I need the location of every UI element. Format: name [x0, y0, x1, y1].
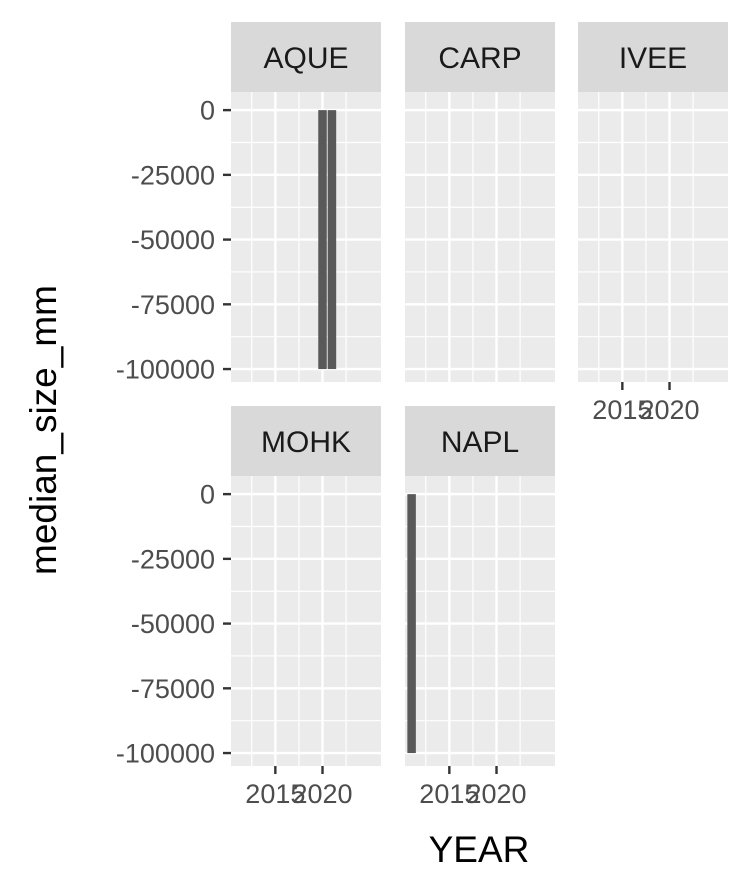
- bar-2021: [327, 110, 337, 370]
- y-tick-label: -100000: [116, 739, 215, 769]
- panel-background: [405, 92, 555, 382]
- facet-panel-aque: AQUE: [231, 22, 381, 382]
- facet-strip-label: AQUE: [263, 42, 348, 75]
- bar-2020: [318, 110, 327, 370]
- y-axes: 0 -25000 -50000 -75000 -100000 0 -25000 -50000 -…: [116, 96, 231, 769]
- panel-background: [231, 476, 381, 766]
- facet-strip-label: IVEE: [619, 42, 687, 75]
- y-tick-label: -25000: [131, 160, 215, 190]
- x-tick-label: 2015: [592, 395, 652, 425]
- y-tick-label: -50000: [131, 225, 215, 255]
- x-tick-label: 2020: [466, 779, 526, 809]
- panel-background: [231, 92, 381, 382]
- y-tick-label: -75000: [131, 674, 215, 704]
- y-axis-title: median_size_mm: [23, 285, 64, 575]
- y-tick-label: -75000: [131, 290, 215, 320]
- facet-panel-carp: CARP: [405, 22, 555, 382]
- y-tick-label: 0: [200, 480, 215, 510]
- x-axis-title: YEAR: [429, 829, 530, 870]
- facet-panels: AQUE CARP IVEE MOHK NAPL: [231, 22, 728, 766]
- facet-strip-label: CARP: [438, 42, 521, 75]
- x-tick-label: 2015: [245, 779, 305, 809]
- x-tick-label: 2020: [639, 395, 699, 425]
- facet-panel-ivee: IVEE: [578, 22, 728, 382]
- facet-strip-label: NAPL: [441, 426, 519, 459]
- y-tick-label: 0: [200, 96, 215, 126]
- y-tick-label: -25000: [131, 544, 215, 574]
- x-tick-label: 2015: [419, 779, 479, 809]
- panel-background: [578, 92, 728, 382]
- y-tick-label: -50000: [131, 609, 215, 639]
- facet-strip: [231, 406, 381, 476]
- facet-strip: [231, 22, 381, 92]
- y-tick-label: -100000: [116, 355, 215, 385]
- bar-2011: [407, 494, 416, 754]
- facet-strip: [578, 22, 728, 92]
- facet-strip: [405, 22, 555, 92]
- x-tick-label: 2020: [292, 779, 352, 809]
- panel-background: [405, 476, 555, 766]
- facet-strip: [405, 406, 555, 476]
- facet-panel-mohk: MOHK: [231, 406, 381, 766]
- facet-panel-napl: NAPL: [405, 406, 555, 766]
- facet-strip-label: MOHK: [261, 426, 351, 459]
